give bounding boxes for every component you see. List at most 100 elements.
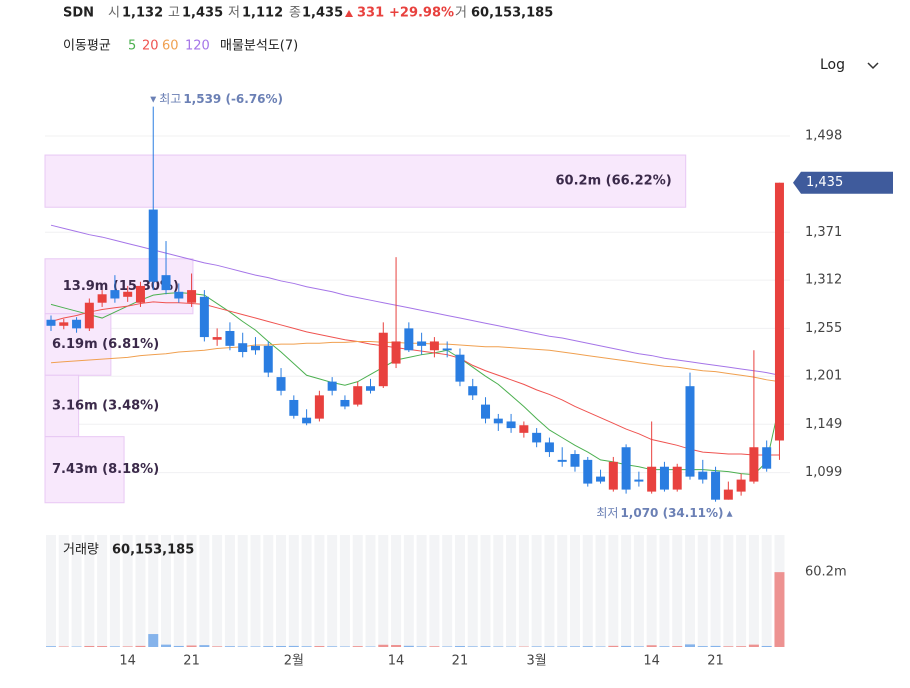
volume-bar xyxy=(646,645,657,647)
volume-stripe xyxy=(518,535,529,647)
volume-stripe xyxy=(301,535,312,647)
candle-body xyxy=(327,381,337,391)
profile-bar xyxy=(44,374,80,438)
low-note-label: 1,070 (34.11%) xyxy=(620,506,723,520)
volume-stripe xyxy=(646,535,657,647)
low-marker xyxy=(726,510,733,517)
candle-body xyxy=(659,466,669,490)
volume-tick-label: 60.2m xyxy=(805,565,847,580)
volume-bar xyxy=(314,646,325,647)
scale-toggle[interactable]: Log xyxy=(820,57,845,73)
volume-bar xyxy=(659,646,670,647)
volume-bar xyxy=(454,646,465,647)
volume-stripe xyxy=(288,535,299,647)
volume-bar xyxy=(685,644,695,647)
volume-stripe xyxy=(212,535,223,647)
volume-stripe xyxy=(621,535,632,647)
volume-stripe xyxy=(314,535,325,647)
symbol: SDN xyxy=(63,6,94,21)
volume-bar xyxy=(557,646,568,647)
volume-bar xyxy=(467,646,478,647)
volume-stripe xyxy=(58,535,69,647)
profile-bar xyxy=(44,436,125,504)
volume-bar xyxy=(173,645,184,647)
candle-body xyxy=(774,182,784,441)
candle-body xyxy=(429,341,439,351)
profile-label: 3.16m (3.48%) xyxy=(52,398,159,413)
profile-label: 6.19m (6.81%) xyxy=(52,337,159,352)
volume-bar xyxy=(633,646,644,647)
x-tick-label: 3월 xyxy=(527,654,547,669)
candle-body xyxy=(749,447,759,482)
volume-stripe xyxy=(352,535,363,647)
profile-label: 7.43m (8.18%) xyxy=(52,462,159,477)
high: 1,435 xyxy=(182,6,223,21)
volume-bar xyxy=(58,646,69,647)
x-tick-label: 21 xyxy=(452,654,469,669)
candle-body xyxy=(519,425,529,433)
close: 1,435 xyxy=(302,6,343,21)
volume-bar xyxy=(569,646,580,647)
candle-body xyxy=(174,291,184,299)
volume-bar xyxy=(774,572,785,647)
volume-bar xyxy=(288,645,299,647)
low-label: 저 xyxy=(228,6,240,21)
candle-body xyxy=(46,319,56,326)
candle-body xyxy=(72,319,82,329)
volume-bar xyxy=(608,645,619,647)
candle-body xyxy=(711,471,721,500)
volume-stripe xyxy=(135,535,146,647)
candle-body xyxy=(289,399,299,416)
volume-stripe xyxy=(569,535,580,647)
candle-body xyxy=(557,459,567,462)
x-tick-label: 21 xyxy=(707,654,724,669)
volume-bar xyxy=(122,646,133,647)
candle-body xyxy=(672,466,682,490)
volume-bar xyxy=(263,646,274,647)
volume-stripe xyxy=(685,535,695,647)
candle-body xyxy=(148,209,158,282)
volume-bar xyxy=(84,645,95,647)
candle-body xyxy=(417,341,427,346)
candle-body xyxy=(302,417,312,424)
volume-stripe xyxy=(84,535,95,647)
volume-stripe xyxy=(173,535,184,647)
volume-stripe xyxy=(442,535,453,647)
volume-stripe xyxy=(378,535,389,647)
x-tick-label: 2월 xyxy=(284,654,304,669)
volume-bar xyxy=(301,646,312,647)
candle-body xyxy=(110,290,120,299)
profile-title: 매물분석도(7) xyxy=(220,39,298,54)
candle-body xyxy=(736,479,746,492)
volume-stripe xyxy=(608,535,619,647)
candle-body xyxy=(59,322,69,326)
volume-bar xyxy=(672,646,683,647)
volume-stripe xyxy=(595,535,606,647)
volume-stripe xyxy=(557,535,568,647)
volume-stripe xyxy=(429,535,440,647)
low: 1,112 xyxy=(242,6,283,21)
volume-stripe xyxy=(186,535,197,647)
y-tick-label: 1,498 xyxy=(805,129,842,144)
volume-stripe xyxy=(365,535,376,647)
volume-bar xyxy=(429,646,440,647)
volume-bar xyxy=(46,646,56,647)
ma-line xyxy=(50,224,780,376)
volume-bar xyxy=(224,646,235,647)
volume-bar xyxy=(697,646,708,647)
open-label: 시 xyxy=(108,6,120,21)
candle-body xyxy=(532,432,542,443)
dropdown-chevron[interactable] xyxy=(867,62,879,70)
volume-bar xyxy=(493,646,504,647)
volume-stripe xyxy=(339,535,350,647)
ma-line xyxy=(50,340,780,383)
close-label: 종 xyxy=(289,6,301,21)
volume-bar xyxy=(531,646,542,647)
candle-body xyxy=(97,294,107,303)
candle-body xyxy=(685,386,695,477)
volume-bar xyxy=(442,646,453,647)
volume-stripe xyxy=(199,535,210,647)
ma-legend: 120 xyxy=(185,39,210,54)
volume-stripe xyxy=(161,535,172,647)
